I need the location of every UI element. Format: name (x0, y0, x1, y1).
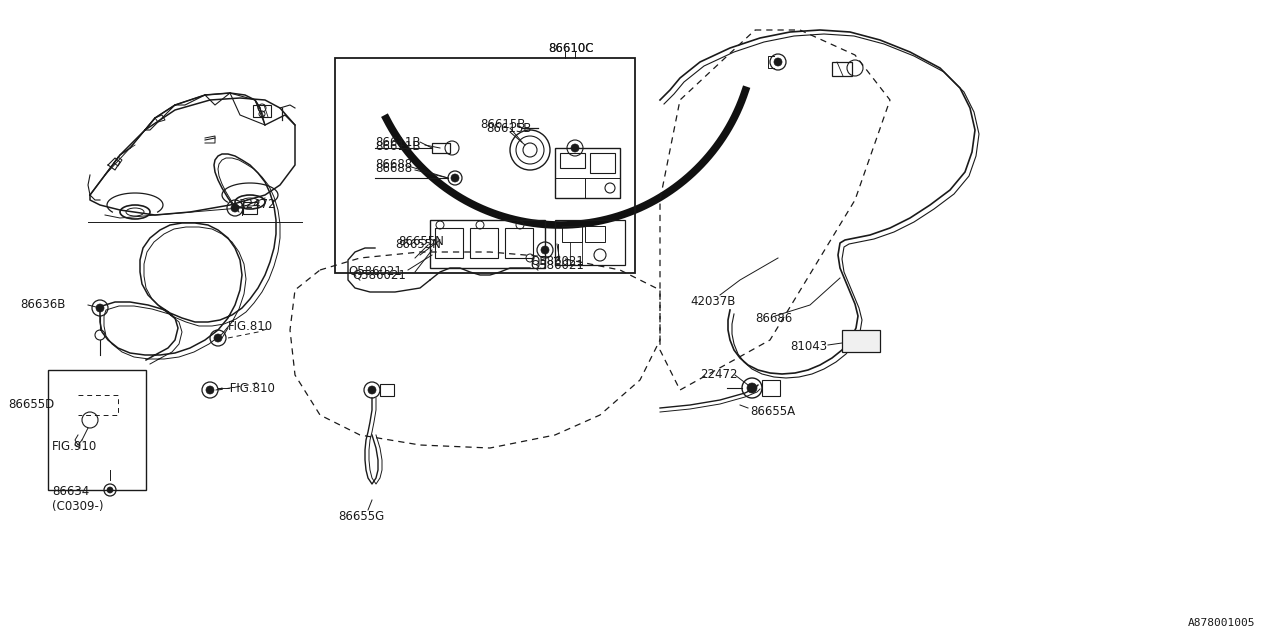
Text: 86688: 86688 (375, 158, 412, 171)
Bar (335, 58, 635, 273)
Text: 86610C: 86610C (548, 42, 594, 55)
Text: 81043: 81043 (790, 340, 827, 353)
Text: Q586021: Q586021 (352, 268, 406, 281)
Circle shape (214, 334, 221, 342)
Text: ―FIG.810: ―FIG.810 (218, 382, 275, 395)
Bar (562, 226, 582, 242)
Text: Q586021: Q586021 (530, 255, 584, 268)
Bar (49, 370, 146, 490)
Bar (433, 143, 451, 153)
Bar (556, 148, 620, 198)
Circle shape (96, 304, 104, 312)
Bar (585, 226, 605, 242)
Text: 86611B: 86611B (375, 136, 421, 149)
Text: 86611B: 86611B (375, 140, 421, 153)
Text: 86655N: 86655N (396, 238, 440, 251)
Circle shape (108, 487, 113, 493)
Text: 86636B: 86636B (20, 298, 65, 311)
Bar (253, 105, 271, 117)
Text: 86615B: 86615B (480, 118, 525, 131)
Bar (762, 380, 780, 396)
Bar (470, 228, 498, 258)
Circle shape (541, 246, 549, 254)
Bar (380, 384, 394, 396)
Text: 86655D: 86655D (8, 398, 54, 411)
Circle shape (369, 386, 376, 394)
Bar (243, 202, 257, 214)
Text: A878001005: A878001005 (1188, 618, 1254, 628)
Text: 86610C: 86610C (548, 42, 594, 55)
Bar (842, 330, 881, 352)
Circle shape (748, 383, 756, 393)
Text: 22472: 22472 (700, 368, 737, 381)
Text: Q586021: Q586021 (530, 258, 584, 271)
Text: Q586021: Q586021 (348, 265, 402, 278)
Text: 86615B: 86615B (486, 122, 531, 135)
Bar (832, 62, 852, 76)
Text: 86686: 86686 (755, 312, 792, 325)
Text: 86688: 86688 (375, 162, 412, 175)
Bar (435, 228, 463, 258)
Circle shape (451, 174, 460, 182)
Bar (430, 220, 545, 268)
Text: FIG.810: FIG.810 (228, 320, 273, 333)
Text: 42037B: 42037B (690, 295, 736, 308)
Text: 86655N: 86655N (398, 235, 444, 248)
Circle shape (206, 386, 214, 394)
Circle shape (571, 144, 579, 152)
Circle shape (230, 204, 239, 212)
Text: 22472: 22472 (238, 198, 275, 211)
Bar (556, 220, 625, 265)
Circle shape (774, 58, 782, 66)
Text: 86655G: 86655G (338, 510, 384, 523)
Bar (506, 228, 532, 258)
Text: (C0309-): (C0309-) (52, 500, 104, 513)
Text: 86634: 86634 (52, 485, 90, 498)
Text: FIG.910: FIG.910 (52, 440, 97, 453)
Bar (590, 153, 614, 173)
Bar (561, 153, 585, 168)
Text: 86655A: 86655A (750, 405, 795, 418)
